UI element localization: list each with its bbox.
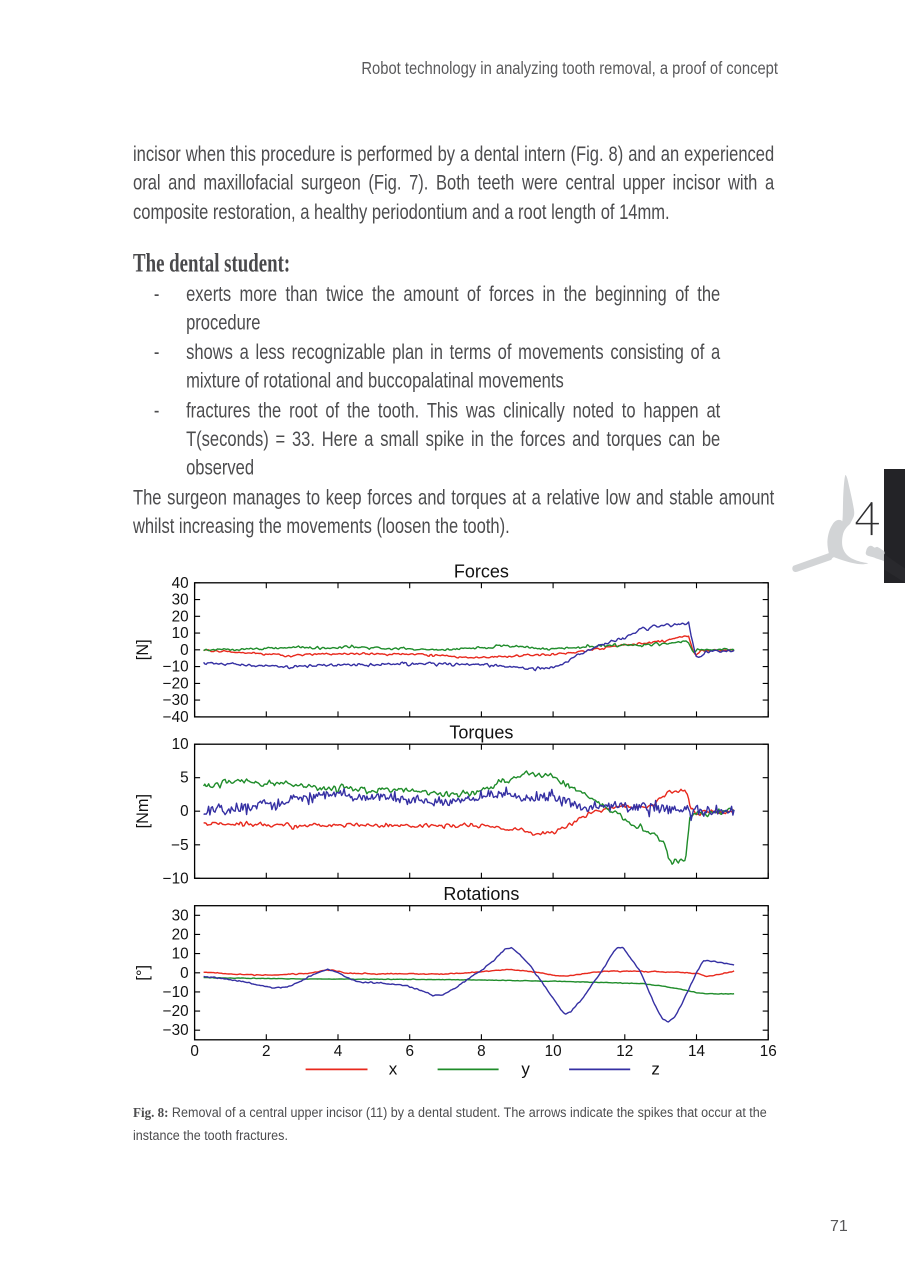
svg-text:y: y <box>521 1059 530 1078</box>
svg-text:0: 0 <box>190 1043 199 1060</box>
svg-text:−5: −5 <box>171 837 188 854</box>
svg-text:6: 6 <box>405 1043 414 1060</box>
svg-text:−10: −10 <box>163 984 189 1001</box>
svg-text:10: 10 <box>172 736 189 753</box>
svg-text:Forces: Forces <box>454 561 509 581</box>
svg-text:14: 14 <box>688 1043 706 1060</box>
svg-text:0: 0 <box>180 965 189 982</box>
svg-text:z: z <box>651 1059 660 1078</box>
svg-text:8: 8 <box>477 1043 486 1060</box>
svg-text:−30: −30 <box>163 1022 189 1039</box>
svg-text:−10: −10 <box>163 870 189 887</box>
svg-text:10: 10 <box>172 625 189 642</box>
svg-text:2: 2 <box>262 1043 271 1060</box>
svg-text:−20: −20 <box>163 675 189 692</box>
svg-text:[Nm]: [Nm] <box>134 794 152 828</box>
svg-text:−20: −20 <box>163 1003 189 1020</box>
svg-text:4: 4 <box>334 1043 343 1060</box>
svg-text:20: 20 <box>172 608 189 625</box>
svg-text:−30: −30 <box>163 692 189 709</box>
svg-text:16: 16 <box>760 1043 777 1060</box>
svg-text:0: 0 <box>180 803 189 820</box>
svg-text:Torques: Torques <box>449 723 513 743</box>
svg-text:12: 12 <box>616 1043 633 1060</box>
svg-text:x: x <box>389 1059 398 1078</box>
svg-text:40: 40 <box>172 575 189 592</box>
svg-text:−40: −40 <box>163 709 189 726</box>
svg-text:0: 0 <box>180 642 189 659</box>
svg-text:−10: −10 <box>163 659 189 676</box>
svg-text:10: 10 <box>172 946 189 963</box>
svg-text:5: 5 <box>180 770 189 787</box>
svg-text:20: 20 <box>172 926 189 943</box>
svg-text:30: 30 <box>172 907 189 924</box>
svg-text:Rotations: Rotations <box>443 884 519 904</box>
svg-text:10: 10 <box>545 1043 562 1060</box>
svg-text:30: 30 <box>172 592 189 609</box>
svg-text:[N]: [N] <box>134 639 152 660</box>
svg-text:[°]: [°] <box>134 965 152 981</box>
